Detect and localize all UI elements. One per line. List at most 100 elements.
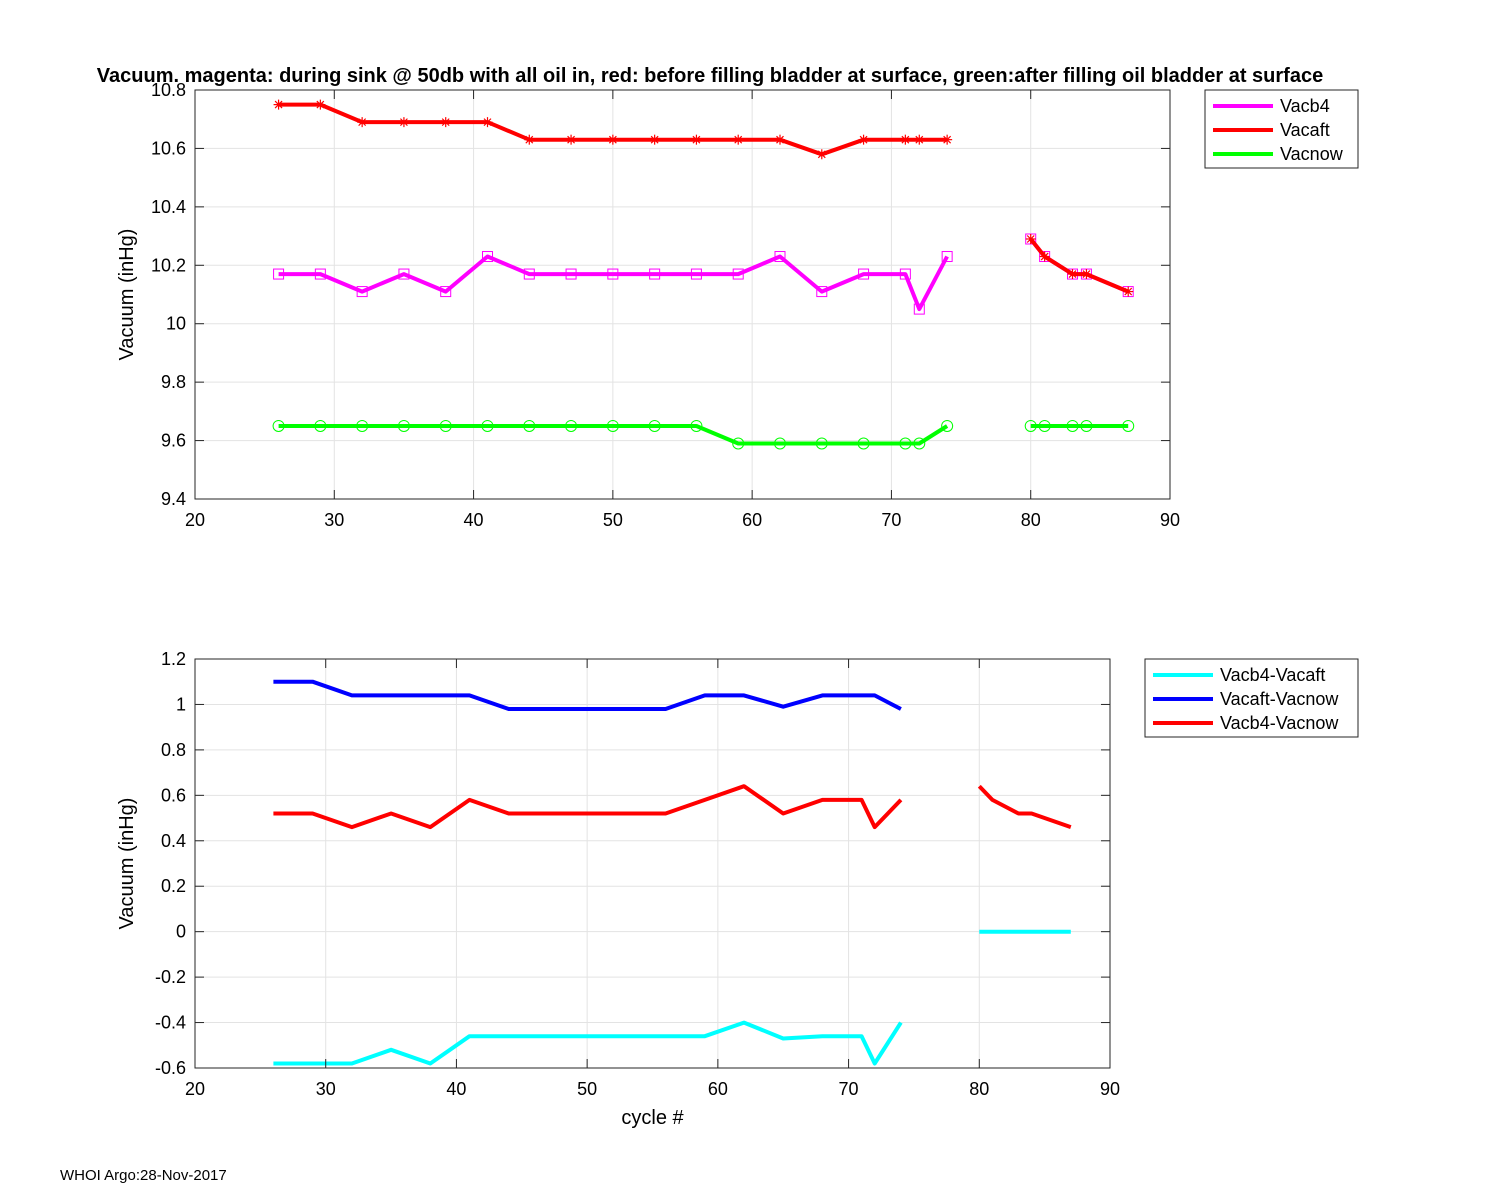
y-tick-label-1-7: 10.8 (151, 80, 186, 100)
y-tick-label-2-5: 0.4 (161, 831, 186, 851)
data-point-Vacaft-1-7 (524, 134, 535, 145)
x-tick-label-1-6: 80 (1021, 510, 1041, 530)
data-point-Vacb4-1-11 (690, 268, 702, 280)
plot-area-1 (195, 90, 1170, 499)
data-point-Vacaft-2-3 (1067, 269, 1078, 280)
legend-label-Vacaft-Vacnow: Vacaft-Vacnow (1220, 689, 1339, 709)
data-point-Vacb4-1-6 (482, 251, 493, 263)
data-point-Vacnow-1-18 (941, 419, 954, 432)
data-point-Vacb4-1-2 (314, 268, 326, 280)
x-tick-label-1-1: 30 (324, 510, 344, 530)
data-point-Vacaft-1-12 (733, 134, 744, 145)
series-line-Vacaft-1 (278, 102, 948, 157)
series-line-Vacb4-Vacnow-2 (977, 784, 1072, 829)
y-tick-label-2-9: 1.2 (161, 649, 186, 669)
x-tick-label-1-4: 60 (742, 510, 762, 530)
series-line-Vacb4-Vacnow-1 (273, 784, 903, 830)
y-tick-label-1-2: 9.8 (161, 372, 186, 392)
legend-label-Vacb4: Vacb4 (1280, 96, 1330, 116)
x-tick-label-2-6: 80 (969, 1079, 989, 1099)
data-point-Vacb4-1-7 (523, 268, 535, 280)
data-point-Vacnow-1-12 (732, 437, 745, 450)
legend-label-Vacnow: Vacnow (1280, 144, 1344, 164)
x-tick-label-1-0: 20 (185, 510, 205, 530)
legend-label-Vacaft: Vacaft (1280, 120, 1330, 140)
data-point-Vacnow-2-4 (1080, 419, 1093, 432)
plot-area-2 (195, 659, 1110, 1068)
data-point-Vacaft-1-16 (900, 134, 911, 145)
data-point-Vacnow-1-1 (272, 419, 285, 432)
series-line-Vacnow-1 (278, 424, 949, 446)
data-point-Vacnow-1-14 (815, 437, 828, 450)
data-point-Vacaft-2-2 (1039, 251, 1050, 262)
data-point-Vacb4-1-15 (858, 268, 870, 280)
data-point-Vacaft-2-5 (1123, 286, 1134, 297)
data-point-Vacnow-1-10 (648, 419, 661, 432)
data-point-Vacaft-1-13 (775, 134, 785, 145)
data-point-Vacaft-1-3 (357, 117, 368, 128)
x-tick-label-2-0: 20 (185, 1079, 205, 1099)
x-tick-label-2-1: 30 (316, 1079, 336, 1099)
data-point-Vacb4-1-16 (899, 268, 911, 280)
data-point-Vacnow-1-9 (606, 419, 619, 432)
data-point-Vacaft-1-9 (607, 134, 618, 145)
axes-box-2 (194, 658, 1111, 1069)
series-line-Vacaft-Vacnow-1 (273, 679, 902, 711)
data-point-Vacaft-1-14 (816, 149, 827, 160)
y-tick-label-2-3: 0 (176, 922, 186, 942)
chart-title-1: Vacuum. magenta: during sink @ 50db with… (97, 65, 1323, 87)
data-point-Vacaft-2-1 (1025, 233, 1036, 244)
data-point-Vacaft-1-2 (315, 99, 326, 110)
y-tick-label-2-8: 1 (176, 694, 186, 714)
x-tick-label-2-4: 60 (708, 1079, 728, 1099)
data-point-Vacaft-1-5 (440, 117, 451, 128)
data-point-Vacnow-1-2 (314, 419, 327, 432)
y-tick-label-1-5: 10.4 (151, 197, 186, 217)
data-point-Vacb4-1-12 (732, 268, 744, 280)
data-point-Vacnow-1-11 (690, 419, 703, 432)
axes-box-1 (194, 89, 1171, 500)
data-point-Vacnow-2-3 (1066, 419, 1079, 432)
data-point-Vacaft-1-8 (566, 134, 577, 145)
y-tick-label-1-4: 10.2 (151, 255, 186, 275)
data-point-Vacnow-1-7 (523, 419, 536, 432)
x-tick-label-2-2: 40 (446, 1079, 466, 1099)
data-point-Vacb4-1-17 (913, 303, 925, 315)
y-axis-label-2: Vacuum (inHg) (116, 798, 138, 930)
data-point-Vacaft-1-18 (942, 134, 953, 145)
y-tick-label-2-7: 0.8 (161, 740, 186, 760)
data-point-Vacb4-1-1 (273, 268, 285, 280)
data-point-Vacaft-1-15 (858, 134, 869, 145)
series-line-Vacb4-Vacaft-1 (273, 1020, 903, 1066)
x-tick-label-1-3: 50 (603, 510, 623, 530)
data-point-Vacb4-1-3 (356, 286, 368, 298)
legend-label-Vacb4-Vacnow: Vacb4-Vacnow (1220, 713, 1339, 733)
data-point-Vacb4-1-10 (649, 268, 661, 280)
y-tick-label-2-6: 0.6 (161, 785, 186, 805)
x-tick-label-1-2: 40 (464, 510, 484, 530)
data-point-Vacnow-1-17 (913, 437, 926, 450)
y-tick-label-1-3: 10 (166, 314, 186, 334)
data-point-Vacaft-1-6 (482, 117, 493, 128)
y-tick-label-2-1: -0.4 (155, 1013, 186, 1033)
data-point-Vacaft-1-11 (691, 134, 702, 145)
legend-label-Vacb4-Vacaft: Vacb4-Vacaft (1220, 665, 1325, 685)
data-point-Vacnow-1-5 (439, 419, 452, 432)
data-point-Vacnow-2-2 (1038, 419, 1051, 432)
data-point-Vacnow-1-3 (356, 419, 369, 432)
data-point-Vacb4-1-8 (565, 268, 577, 280)
data-point-Vacb4-1-4 (398, 268, 410, 280)
y-tick-label-1-6: 10.6 (151, 138, 186, 158)
x-tick-label-2-5: 70 (839, 1079, 859, 1099)
series-line-Vacb4-1 (278, 254, 949, 312)
y-tick-label-1-0: 9.4 (161, 489, 186, 509)
data-point-Vacnow-1-16 (899, 437, 912, 450)
data-point-Vacnow-1-6 (481, 419, 494, 432)
data-point-Vacb4-1-14 (816, 286, 828, 298)
data-point-Vacnow-1-13 (774, 437, 786, 450)
data-point-Vacb4-1-18 (941, 251, 953, 263)
data-point-Vacaft-1-1 (273, 99, 284, 110)
data-point-Vacnow-2-5 (1122, 419, 1135, 432)
x-tick-label-2-7: 90 (1100, 1079, 1120, 1099)
